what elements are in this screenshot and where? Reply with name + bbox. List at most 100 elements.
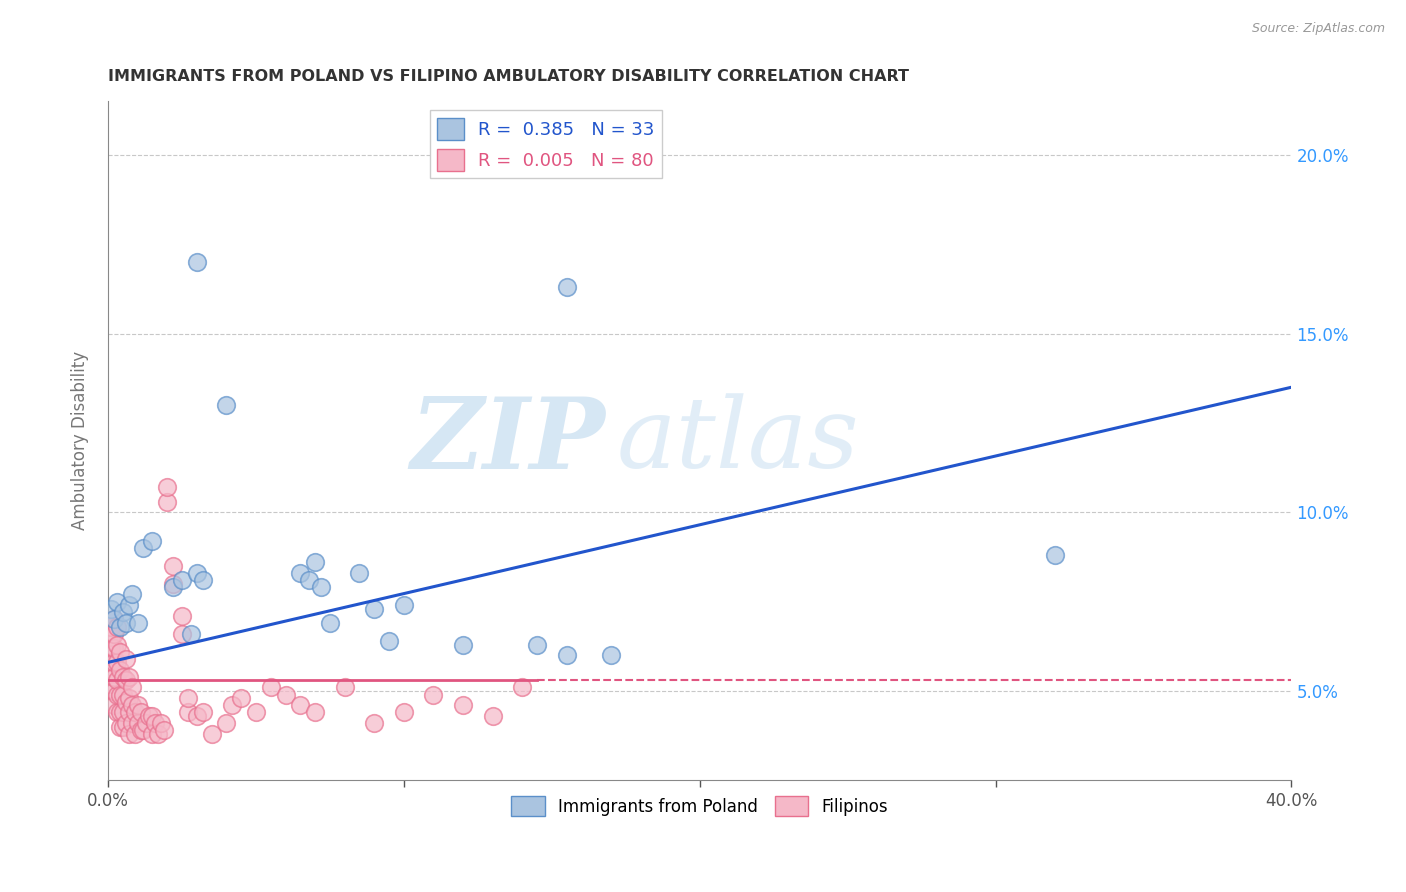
Point (114, 673, 136, 688)
Point (215, 716, 238, 731)
Point (555, 280, 578, 294)
Point (108, 688, 131, 702)
Point (103, 698, 125, 713)
Point (349, 566, 371, 580)
Point (526, 638, 548, 652)
Point (124, 706, 146, 720)
Point (141, 709, 163, 723)
Point (180, 627, 202, 641)
Point (451, 638, 474, 652)
Point (260, 681, 283, 695)
Point (138, 709, 160, 723)
Point (103, 670, 125, 684)
Point (121, 587, 143, 601)
Y-axis label: Ambulatory Disability: Ambulatory Disability (72, 351, 89, 531)
Point (103, 656, 125, 670)
Point (105, 656, 128, 670)
Point (103, 684, 125, 698)
Point (118, 727, 141, 741)
Point (143, 716, 166, 731)
Point (118, 691, 141, 706)
Point (100, 656, 122, 670)
Point (105, 673, 128, 688)
Point (100, 666, 122, 681)
Point (162, 558, 184, 573)
Text: atlas: atlas (617, 393, 859, 489)
Point (186, 566, 208, 580)
Point (100, 620, 122, 634)
Point (127, 616, 149, 631)
Text: ZIP: ZIP (411, 392, 605, 489)
Text: IMMIGRANTS FROM POLAND VS FILIPINO AMBULATORY DISABILITY CORRELATION CHART: IMMIGRANTS FROM POLAND VS FILIPINO AMBUL… (108, 69, 910, 84)
Point (245, 706, 267, 720)
Point (118, 706, 141, 720)
Point (129, 706, 152, 720)
Point (103, 613, 125, 627)
Point (304, 706, 326, 720)
Point (186, 255, 208, 269)
Point (333, 681, 356, 695)
Point (392, 706, 415, 720)
Point (186, 709, 208, 723)
Point (304, 555, 326, 569)
Point (108, 720, 131, 734)
Point (451, 698, 474, 713)
Point (105, 688, 128, 702)
Point (319, 616, 342, 631)
Point (127, 716, 149, 731)
Point (200, 727, 222, 741)
Point (108, 706, 131, 720)
Point (121, 698, 143, 713)
Point (290, 698, 312, 713)
Point (363, 601, 385, 615)
Point (378, 634, 401, 648)
Point (108, 663, 131, 677)
Point (392, 598, 415, 612)
Point (100, 631, 122, 645)
Point (121, 716, 143, 731)
Point (118, 598, 141, 612)
Point (481, 709, 503, 723)
Point (290, 566, 312, 580)
Point (162, 576, 184, 591)
Point (132, 723, 155, 738)
Point (150, 716, 173, 731)
Point (114, 695, 136, 709)
Text: Source: ZipAtlas.com: Source: ZipAtlas.com (1251, 22, 1385, 36)
Point (274, 688, 297, 702)
Point (111, 688, 134, 702)
Point (103, 613, 125, 627)
Point (105, 638, 128, 652)
Point (132, 541, 155, 555)
Point (111, 605, 134, 619)
Point (103, 627, 125, 641)
Point (111, 720, 134, 734)
Point (105, 620, 128, 634)
Point (162, 580, 184, 594)
Point (100, 641, 122, 656)
Point (108, 645, 131, 659)
Point (111, 706, 134, 720)
Point (156, 494, 179, 508)
Point (114, 716, 136, 731)
Point (141, 727, 163, 741)
Legend: Immigrants from Poland, Filipinos: Immigrants from Poland, Filipinos (505, 789, 894, 823)
Point (148, 727, 170, 741)
Point (170, 608, 193, 623)
Point (600, 648, 623, 663)
Point (135, 716, 157, 731)
Point (191, 573, 214, 587)
Point (156, 480, 179, 494)
Point (510, 681, 533, 695)
Point (121, 681, 143, 695)
Point (177, 691, 200, 706)
Point (118, 670, 141, 684)
Point (127, 698, 149, 713)
Point (100, 601, 122, 615)
Point (221, 698, 243, 713)
Point (129, 723, 152, 738)
Point (153, 723, 176, 738)
Point (215, 398, 238, 412)
Point (114, 652, 136, 666)
Point (363, 716, 385, 731)
